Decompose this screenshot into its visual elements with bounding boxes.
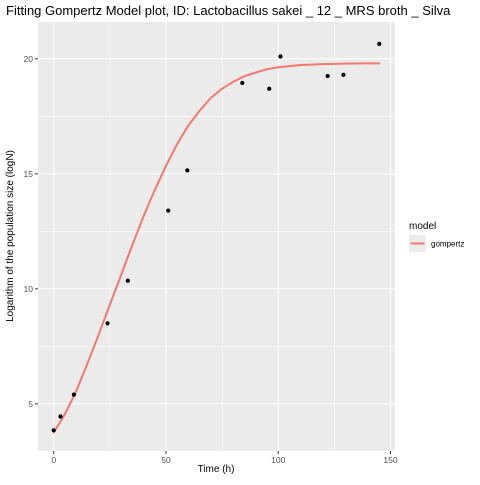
- grid-minor: [38, 22, 395, 451]
- x-tick-label: 150: [383, 455, 397, 465]
- chart-title: Fitting Gompertz Model plot, ID: Lactoba…: [6, 3, 451, 18]
- data-point: [166, 208, 171, 213]
- legend: model gompertz: [409, 221, 464, 252]
- data-point: [278, 54, 283, 59]
- data-point: [58, 414, 63, 419]
- y-tick-label: 5: [28, 399, 33, 409]
- data-point: [51, 428, 56, 433]
- y-tick-label: 20: [24, 54, 34, 64]
- data-point: [71, 392, 77, 397]
- plot-panel: [38, 22, 395, 451]
- model-curves: [52, 62, 381, 434]
- x-tick-label: 100: [271, 455, 285, 465]
- y-tick-label: 15: [24, 169, 34, 179]
- y-axis-ticks: 5 10 15 20: [24, 54, 38, 409]
- y-axis-title: Logarithm of the population size (logN): [5, 150, 16, 322]
- x-axis-ticks: 0 50 100 150: [51, 451, 398, 465]
- x-tick-label: 50: [161, 455, 171, 465]
- data-point: [267, 86, 272, 91]
- data-point: [341, 72, 346, 78]
- data-point: [377, 41, 382, 46]
- x-tick-label: 0: [51, 455, 56, 465]
- curve-gompertz: [52, 62, 381, 434]
- data-point: [185, 168, 190, 173]
- legend-label-gompertz: gompertz: [431, 240, 464, 249]
- data-point: [325, 73, 330, 79]
- data-points: [51, 41, 382, 433]
- grid-major: [38, 22, 395, 451]
- legend-title: model: [409, 221, 436, 232]
- x-axis-title: Time (h): [198, 464, 235, 475]
- y-tick-label: 10: [24, 284, 34, 294]
- data-point: [105, 321, 110, 326]
- data-point: [240, 80, 245, 86]
- data-point: [125, 278, 130, 283]
